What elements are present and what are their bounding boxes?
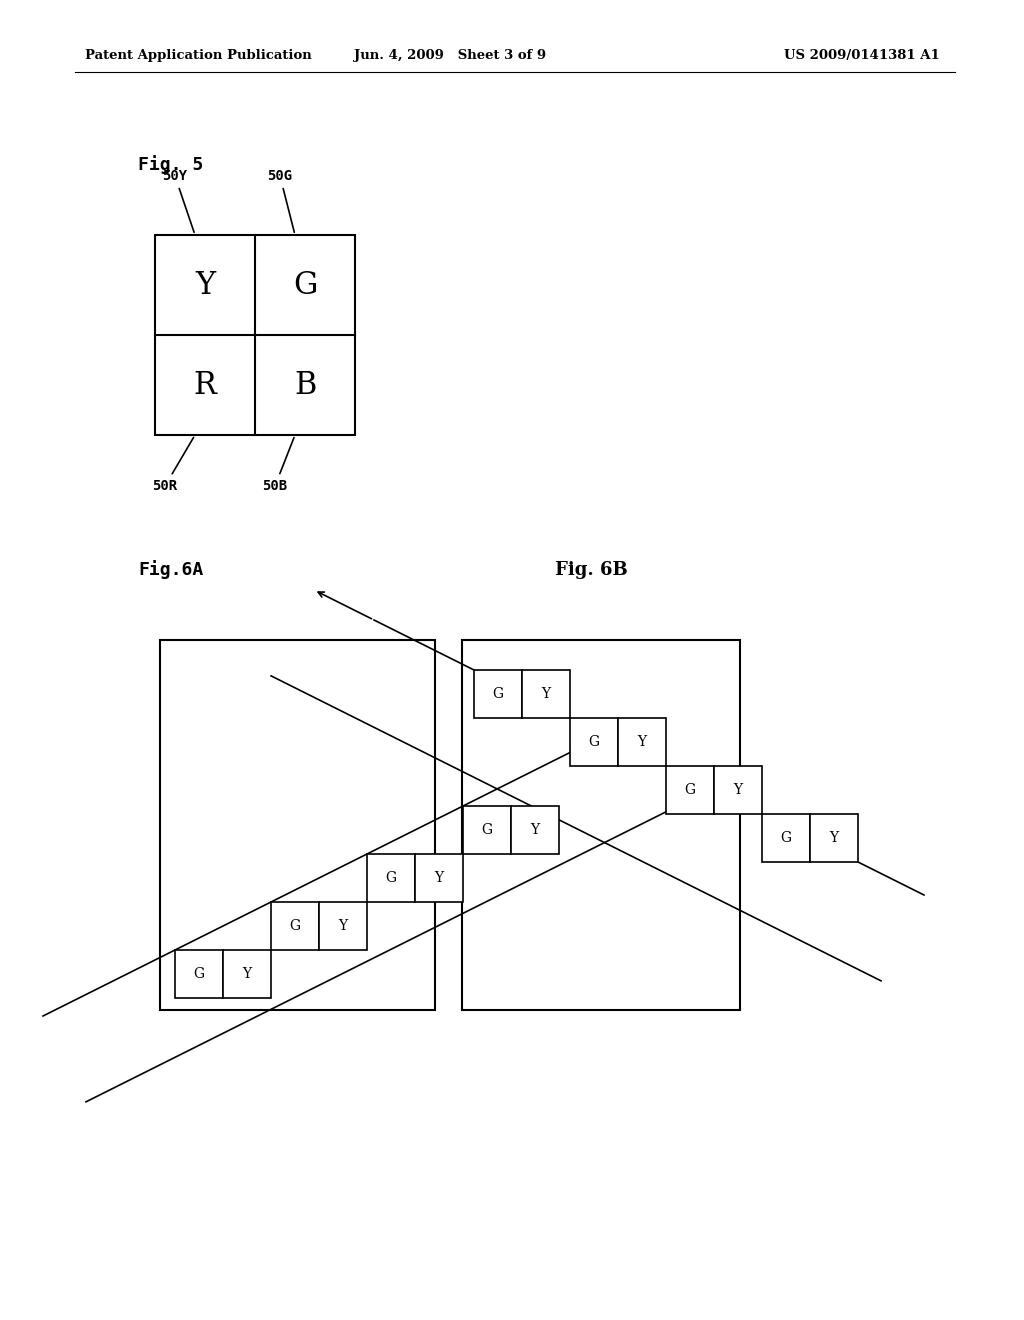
Bar bbox=[618, 718, 666, 766]
Text: Y: Y bbox=[829, 832, 839, 845]
Bar bbox=[666, 766, 714, 814]
Bar bbox=[463, 807, 511, 854]
Text: G: G bbox=[481, 822, 493, 837]
Text: G: G bbox=[293, 269, 317, 301]
Bar bbox=[522, 671, 570, 718]
Text: Fig. 5: Fig. 5 bbox=[138, 156, 203, 174]
Text: Patent Application Publication: Patent Application Publication bbox=[85, 49, 311, 62]
Text: Y: Y bbox=[243, 968, 252, 981]
Bar bbox=[160, 640, 435, 1010]
Text: R: R bbox=[194, 370, 216, 400]
Bar bbox=[175, 950, 223, 998]
Text: Y: Y bbox=[530, 822, 540, 837]
Text: 50B: 50B bbox=[262, 438, 294, 492]
Text: Y: Y bbox=[733, 783, 742, 797]
Bar bbox=[155, 235, 355, 436]
Text: Y: Y bbox=[195, 269, 215, 301]
Text: 50G: 50G bbox=[267, 169, 294, 232]
Text: 50R: 50R bbox=[153, 437, 194, 492]
Bar bbox=[511, 807, 559, 854]
Text: Y: Y bbox=[339, 919, 347, 933]
Text: G: G bbox=[589, 735, 600, 748]
Text: US 2009/0141381 A1: US 2009/0141381 A1 bbox=[784, 49, 940, 62]
Text: 50Y: 50Y bbox=[163, 169, 195, 232]
Text: G: G bbox=[684, 783, 695, 797]
Text: G: G bbox=[194, 968, 205, 981]
Bar bbox=[810, 814, 858, 862]
Bar bbox=[319, 902, 367, 950]
Text: B: B bbox=[294, 370, 316, 400]
Bar bbox=[474, 671, 522, 718]
Text: G: G bbox=[780, 832, 792, 845]
Text: G: G bbox=[290, 919, 301, 933]
Bar bbox=[271, 902, 319, 950]
Bar bbox=[367, 854, 415, 902]
Text: Y: Y bbox=[542, 686, 551, 701]
Bar bbox=[762, 814, 810, 862]
Bar bbox=[462, 640, 740, 1010]
Text: G: G bbox=[385, 871, 396, 884]
Text: G: G bbox=[493, 686, 504, 701]
Text: Y: Y bbox=[434, 871, 443, 884]
Text: Jun. 4, 2009   Sheet 3 of 9: Jun. 4, 2009 Sheet 3 of 9 bbox=[354, 49, 546, 62]
Bar bbox=[570, 718, 618, 766]
Text: Fig. 6B: Fig. 6B bbox=[555, 561, 628, 579]
Bar bbox=[415, 854, 463, 902]
Bar bbox=[223, 950, 271, 998]
Bar bbox=[714, 766, 762, 814]
Text: Fig.6A: Fig.6A bbox=[138, 561, 203, 579]
Text: Y: Y bbox=[637, 735, 646, 748]
